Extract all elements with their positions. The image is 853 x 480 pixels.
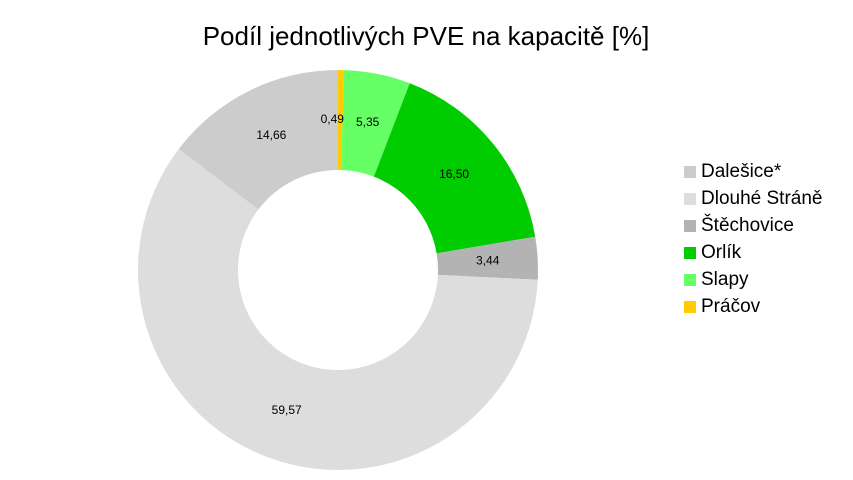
data-label: 16,50 bbox=[439, 167, 469, 181]
legend-label: Štěchovice bbox=[701, 214, 794, 236]
legend-swatch bbox=[684, 274, 696, 286]
data-label: 14,66 bbox=[256, 128, 286, 142]
legend-swatch bbox=[684, 247, 696, 259]
donut-slice bbox=[373, 83, 536, 254]
legend-label: Slapy bbox=[701, 269, 749, 290]
legend-label: Dalešice* bbox=[701, 161, 782, 182]
legend-swatch bbox=[684, 193, 696, 205]
donut-slice bbox=[338, 70, 345, 171]
donut-slice bbox=[138, 148, 538, 471]
legend-label: Orlík bbox=[701, 242, 742, 263]
data-label: 59,57 bbox=[272, 403, 302, 417]
chart-title: Podíl jednotlivých PVE na kapacitě [%] bbox=[203, 21, 650, 51]
data-label: 0,49 bbox=[321, 112, 345, 126]
data-label: 3,44 bbox=[476, 253, 500, 267]
legend-label: Dlouhé Stráně bbox=[701, 188, 822, 209]
donut-slice bbox=[436, 236, 538, 280]
legend-swatch bbox=[684, 166, 696, 178]
legend-swatch bbox=[684, 301, 696, 313]
legend-swatch bbox=[684, 220, 696, 232]
data-label: 5,35 bbox=[356, 115, 380, 129]
donut-slice bbox=[178, 70, 338, 210]
legend-label: Práčov bbox=[701, 296, 761, 317]
donut-slice bbox=[341, 70, 410, 177]
